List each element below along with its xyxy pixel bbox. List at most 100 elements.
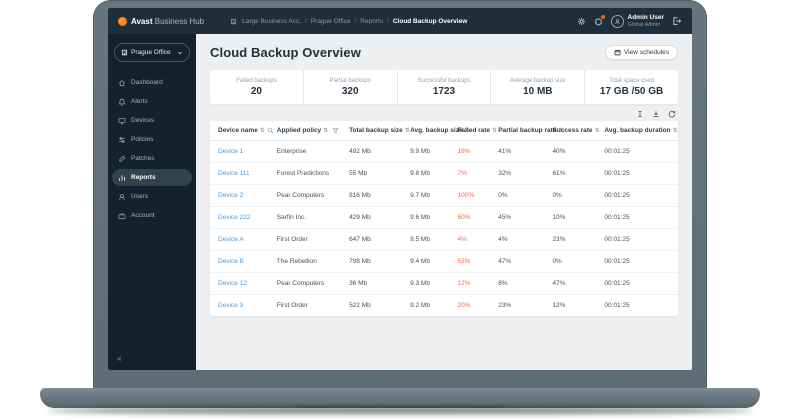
- stat-cell: Total space used 17 GB /50 GB: [584, 70, 678, 104]
- page-title: Cloud Backup Overview: [210, 45, 361, 60]
- sidebar-item-label: Dashboard: [131, 79, 163, 86]
- sidebar-item-account[interactable]: Account: [112, 207, 192, 224]
- briefcase-icon: [118, 212, 126, 220]
- table-row[interactable]: Device B The Rebellion 798 Mb 9.4 Mb 53%…: [210, 250, 678, 272]
- breadcrumb-item[interactable]: Large Business Acc.: [242, 17, 301, 25]
- table-row[interactable]: Device 2 Pear Computers 816 Mb 9.7 Mb 10…: [210, 184, 678, 206]
- stat-value: 10 MB: [523, 85, 553, 97]
- calendar-icon: [614, 49, 621, 56]
- device-link[interactable]: Device 12: [218, 280, 247, 287]
- view-schedules-button[interactable]: View schedules: [604, 45, 678, 60]
- col-failed-rate[interactable]: Failed rate ⇅: [457, 127, 498, 134]
- col-partial-backup-rate[interactable]: Partial backup rate ⇅: [498, 127, 564, 134]
- sort-icon[interactable]: ⇅: [558, 128, 564, 134]
- sort-icon[interactable]: ⇅: [492, 128, 498, 134]
- breadcrumb-item[interactable]: Reports: [360, 17, 384, 25]
- cell-total-backup-size: 647 Mb: [349, 236, 371, 243]
- col-applied-policy[interactable]: Applied policy ⇅: [277, 127, 349, 134]
- sort-icon[interactable]: ⇅: [404, 128, 410, 134]
- row-height-icon[interactable]: [636, 110, 644, 118]
- table-row[interactable]: Device 111 Forest Predictions 55 Mb 9.8 …: [210, 162, 678, 184]
- table-row[interactable]: Device 3 First Order 522 Mb 9.2 Mb 20% 2…: [210, 294, 678, 316]
- brand-logo[interactable]: Avast Business Hub: [118, 16, 204, 26]
- device-link[interactable]: Device 222: [218, 214, 251, 221]
- stat-label: Successful backups: [417, 77, 471, 84]
- breadcrumb-separator: /: [305, 17, 307, 25]
- device-link[interactable]: Device B: [218, 258, 245, 265]
- cell-avg-backup-size: 9.4 Mb: [410, 258, 430, 265]
- table-row[interactable]: Device A First Order 647 Mb 9.5 Mb 4% 4%…: [210, 228, 678, 250]
- cell-applied-policy: First Order: [276, 236, 308, 243]
- col-total-backup-size[interactable]: Total backup size ⇅: [349, 127, 410, 134]
- notification-badge: [600, 14, 605, 19]
- table-row[interactable]: Device 222 Sarfin Inc. 429 Mb 9.6 Mb 60%…: [210, 206, 678, 228]
- download-icon[interactable]: [652, 110, 660, 118]
- col-avg-backup-duration[interactable]: Avg. backup duration ⇅: [604, 127, 678, 134]
- breadcrumb-item[interactable]: Prague Office: [310, 17, 351, 25]
- cell-success-rate: 47%: [552, 280, 566, 287]
- top-bar-actions: Admin User Global Admin: [577, 14, 682, 28]
- col-device-name[interactable]: Device name ⇅: [218, 127, 277, 134]
- device-link[interactable]: Device 1: [218, 148, 244, 155]
- cell-total-backup-size: 36 Mb: [349, 280, 368, 287]
- cell-applied-policy: Forest Predictions: [276, 170, 330, 177]
- cell-avg-backup-size: 9.7 Mb: [410, 192, 430, 199]
- sort-icon[interactable]: ⇅: [259, 128, 265, 134]
- app-window: Avast Business Hub Large Business Acc. /…: [108, 8, 692, 370]
- settings-gear-icon[interactable]: [577, 17, 586, 26]
- notifications-icon[interactable]: [594, 14, 605, 26]
- sidebar-item-label: Account: [131, 212, 155, 219]
- cell-avg-backup-size: 9.5 Mb: [410, 236, 430, 243]
- logout-icon[interactable]: [672, 16, 682, 26]
- sidebar-item-devices[interactable]: Devices: [112, 112, 192, 129]
- sort-icon[interactable]: ⇅: [464, 128, 470, 134]
- device-link[interactable]: Device 111: [218, 170, 250, 177]
- cell-failed-rate: 19%: [457, 148, 471, 155]
- filter-icon[interactable]: [332, 127, 339, 134]
- col-success-rate[interactable]: Success rate ⇅: [552, 127, 600, 134]
- stat-label: Total space used: [609, 77, 655, 84]
- cell-avg-backup-duration: 00:01:25: [604, 214, 630, 221]
- table-row[interactable]: Device 1 Enterprise 492 Mb 9.9 Mb 19% 41…: [210, 141, 678, 162]
- col-avg-backup-size[interactable]: Avg. backup size ⇅: [410, 127, 470, 134]
- cell-avg-backup-duration: 00:01:25: [604, 302, 630, 309]
- site-selector[interactable]: Prague Office: [114, 43, 190, 62]
- sidebar-collapse-button[interactable]: «: [117, 354, 122, 363]
- sidebar-item-dashboard[interactable]: Dashboard: [112, 74, 192, 91]
- cell-total-backup-size: 816 Mb: [349, 192, 371, 199]
- device-link[interactable]: Device A: [218, 236, 244, 243]
- search-icon[interactable]: [267, 127, 274, 134]
- sort-icon[interactable]: ⇅: [594, 128, 600, 134]
- sidebar-item-label: Reports: [131, 174, 156, 181]
- sidebar-item-patches[interactable]: Patches: [112, 150, 192, 167]
- cell-partial-backup-rate: 32%: [498, 170, 512, 177]
- cell-success-rate: 10%: [552, 214, 566, 221]
- breadcrumb-separator: /: [387, 17, 389, 25]
- device-link[interactable]: Device 2: [218, 192, 244, 199]
- sort-icon[interactable]: ⇅: [323, 128, 329, 134]
- cell-avg-backup-size: 9.6 Mb: [410, 214, 430, 221]
- building-icon: [121, 49, 128, 56]
- user-menu[interactable]: Admin User Global Admin: [610, 14, 664, 28]
- table-toolbar: [210, 110, 676, 118]
- cell-partial-backup-rate: 8%: [498, 280, 508, 287]
- cell-success-rate: 40%: [552, 148, 566, 155]
- sidebar-item-alerts[interactable]: Alerts: [112, 93, 192, 110]
- sidebar-item-label: Patches: [131, 155, 155, 162]
- table-row[interactable]: Device 12 Pear Computers 36 Mb 9.3 Mb 12…: [210, 272, 678, 294]
- sort-icon[interactable]: ⇅: [672, 128, 678, 134]
- device-link[interactable]: Device 3: [218, 302, 244, 309]
- sidebar-item-reports[interactable]: Reports: [112, 169, 192, 186]
- top-bar: Avast Business Hub Large Business Acc. /…: [108, 8, 692, 34]
- sidebar-item-users[interactable]: Users: [112, 188, 192, 205]
- cell-total-backup-size: 55 Mb: [349, 170, 368, 177]
- laptop-base: [40, 388, 760, 408]
- cell-applied-policy: The Rebellion: [276, 258, 317, 265]
- cell-failed-rate: 53%: [457, 258, 471, 265]
- cell-avg-backup-size: 9.8 Mb: [410, 170, 430, 177]
- sidebar-item-policies[interactable]: Policies: [112, 131, 192, 148]
- refresh-icon[interactable]: [668, 110, 676, 118]
- table-body: Device 1 Enterprise 492 Mb 9.9 Mb 19% 41…: [210, 141, 678, 316]
- user-icon: [118, 193, 126, 201]
- cell-applied-policy: Sarfin Inc.: [276, 214, 307, 221]
